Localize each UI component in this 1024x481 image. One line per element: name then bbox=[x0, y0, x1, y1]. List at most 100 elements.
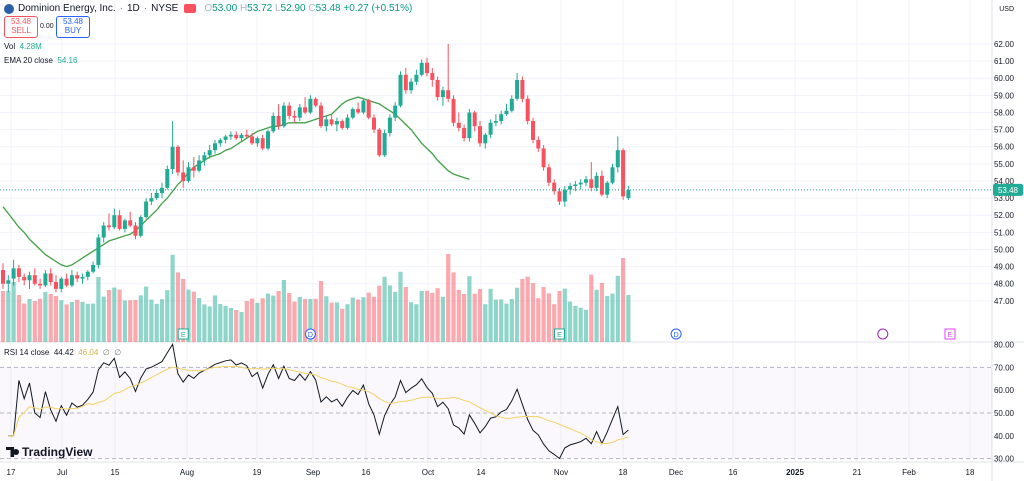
candle-body bbox=[91, 264, 96, 272]
time-axis-label: 21 bbox=[853, 468, 862, 477]
interval[interactable]: 1D bbox=[126, 3, 140, 14]
currency-label[interactable]: USD bbox=[999, 6, 1014, 13]
volume-bar bbox=[234, 310, 239, 342]
volume-bar bbox=[276, 291, 281, 342]
last-price-label: 53.48 bbox=[998, 186, 1019, 195]
volume-bar bbox=[287, 293, 292, 342]
candle-body bbox=[181, 172, 186, 181]
volume-bar bbox=[446, 254, 451, 342]
candle-body bbox=[483, 134, 488, 144]
volume-bar bbox=[435, 288, 440, 342]
candle-body bbox=[32, 275, 37, 284]
volume-bar bbox=[96, 277, 101, 342]
volume-bar bbox=[483, 304, 488, 342]
volume-bar bbox=[589, 274, 594, 342]
candle-body bbox=[22, 276, 27, 281]
volume-bar bbox=[170, 254, 175, 342]
tradingview-logo[interactable]: TradingView bbox=[6, 445, 92, 459]
volume-bar bbox=[562, 288, 567, 342]
volume-bar bbox=[615, 275, 620, 342]
candle-body bbox=[462, 127, 467, 139]
volume-bar bbox=[371, 296, 377, 342]
volume-bar bbox=[621, 258, 626, 342]
candle-body bbox=[372, 117, 376, 130]
price-tick-label: 61.00 bbox=[994, 57, 1015, 66]
candle-body bbox=[186, 167, 191, 181]
candle-body bbox=[578, 182, 583, 185]
time-axis-label: 18 bbox=[966, 468, 975, 477]
rsi-value: 44.42 bbox=[53, 348, 74, 357]
last-price-badge bbox=[993, 183, 1023, 196]
candle-body bbox=[472, 112, 477, 127]
price-tick-label: 50.00 bbox=[994, 245, 1015, 254]
volume-bar bbox=[265, 293, 271, 342]
volume-bar bbox=[578, 307, 583, 342]
volume-bar bbox=[340, 308, 345, 342]
candle-body bbox=[250, 136, 255, 144]
volume-bar bbox=[144, 286, 149, 342]
sell-button[interactable]: 53.48 SELL bbox=[4, 16, 38, 38]
rsi-indicator-label[interactable]: RSI 14 close 44.42 46.04 ∅ ∅ bbox=[4, 348, 122, 357]
rsi-tick-label: 40.00 bbox=[994, 432, 1015, 441]
volume-bar bbox=[197, 298, 202, 342]
volume-bar bbox=[366, 292, 371, 342]
volume-bar bbox=[255, 302, 260, 342]
event-letter: E bbox=[181, 332, 186, 339]
candle-body bbox=[69, 275, 74, 286]
volume-bar bbox=[0, 291, 6, 342]
event-letter: D bbox=[308, 332, 313, 339]
volume-indicator-label[interactable]: Vol 4.28M bbox=[4, 42, 42, 51]
event-letter: D bbox=[674, 332, 679, 339]
volume-bar bbox=[106, 290, 112, 342]
volume-bar bbox=[467, 276, 472, 342]
volume-bar bbox=[557, 291, 562, 342]
candle-body bbox=[440, 90, 445, 98]
candle-body bbox=[170, 146, 175, 169]
volume-bar bbox=[244, 301, 249, 342]
volume-bar bbox=[334, 302, 339, 342]
candle-body bbox=[128, 220, 133, 226]
candle-body bbox=[54, 282, 58, 289]
volume-bar bbox=[419, 291, 424, 342]
candle-body bbox=[621, 150, 626, 197]
spread-value: 0.00 bbox=[40, 23, 54, 30]
candle-body bbox=[313, 98, 318, 106]
candle-body bbox=[11, 268, 16, 279]
candle-body bbox=[435, 79, 440, 98]
volume-bar bbox=[583, 309, 589, 342]
candle-body bbox=[584, 179, 588, 183]
candle-body bbox=[377, 129, 382, 156]
candle-body bbox=[562, 189, 567, 202]
buy-button[interactable]: 53.48 BUY bbox=[56, 16, 90, 38]
volume-bar bbox=[16, 295, 21, 342]
volume-bar bbox=[32, 301, 37, 342]
volume-bar bbox=[11, 282, 16, 342]
volume-bar bbox=[456, 289, 461, 342]
candle-body bbox=[260, 138, 265, 149]
candle-body bbox=[234, 134, 239, 139]
price-tick-label: 60.00 bbox=[994, 74, 1015, 83]
candle-body bbox=[605, 182, 610, 195]
event-letter: E bbox=[557, 332, 562, 339]
volume-bar bbox=[493, 299, 498, 342]
candle-body bbox=[297, 107, 302, 118]
symbol-name[interactable]: Dominion Energy, Inc. bbox=[18, 3, 116, 14]
volume-bar bbox=[324, 296, 329, 342]
candle-body bbox=[244, 134, 249, 137]
volume-bar bbox=[207, 306, 212, 342]
time-axis-label: Nov bbox=[554, 468, 568, 477]
tradingview-logo-text: TradingView bbox=[22, 445, 93, 459]
volume-bar bbox=[594, 289, 599, 342]
candle-body bbox=[493, 121, 498, 123]
volume-bar bbox=[202, 304, 207, 342]
dividend-event-icon bbox=[304, 328, 316, 340]
candle-body bbox=[356, 109, 361, 113]
ema-indicator-label[interactable]: EMA 20 close 54.16 bbox=[4, 56, 78, 65]
candle-body bbox=[213, 143, 217, 151]
volume-bar bbox=[38, 298, 43, 342]
visibility-eye-icon[interactable] bbox=[184, 4, 197, 13]
candle-body bbox=[149, 198, 154, 202]
volume-bar bbox=[599, 283, 604, 342]
volume-bar bbox=[175, 272, 180, 342]
